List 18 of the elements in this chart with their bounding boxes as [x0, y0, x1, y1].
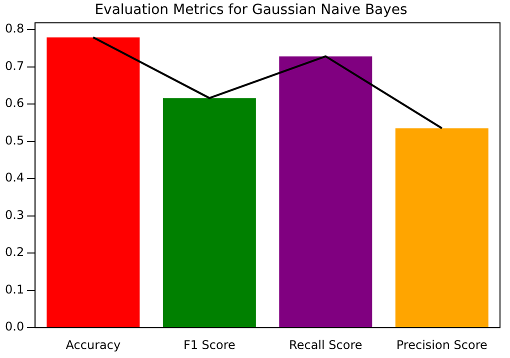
bar	[162, 98, 256, 328]
chart-title: Evaluation Metrics for Gaussian Naive Bayes	[94, 2, 408, 18]
y-tick-label: 0.4	[4, 170, 24, 185]
y-tick-label: 0.6	[4, 96, 24, 110]
x-tick-label: Recall Score	[289, 338, 362, 352]
y-tick-label: 0.8	[4, 22, 24, 36]
bar	[395, 128, 488, 328]
x-tick-label: Precision Score	[396, 338, 488, 352]
y-tick-label: 0.7	[4, 58, 24, 73]
x-tick-label: Accuracy	[66, 338, 121, 352]
y-tick-label: 0.1	[4, 282, 24, 296]
bar	[279, 56, 372, 328]
y-tick-label: 0.2	[4, 245, 24, 260]
y-tick-label: 0.0	[4, 320, 24, 334]
x-tick-label: F1 Score	[183, 338, 236, 352]
y-tick-label: 0.3	[4, 208, 24, 222]
y-tick-label: 0.5	[4, 133, 24, 148]
bar	[46, 37, 140, 328]
